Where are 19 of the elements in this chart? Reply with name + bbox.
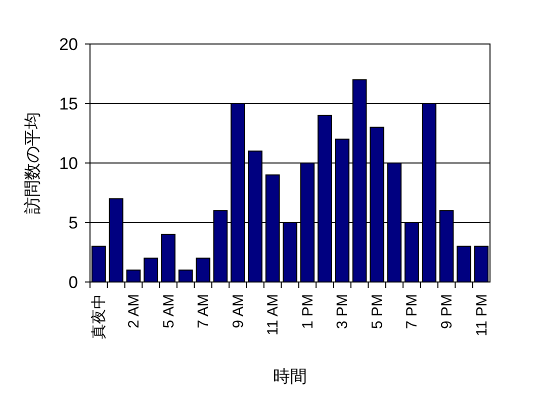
x-tick-label: 5 AM [160,294,178,328]
y-tick-label: 5 [68,214,78,232]
x-tick-label: 7 PM [404,294,421,330]
x-tick-label: 2 AM [125,294,142,328]
x-tick-label: 3 PM [334,294,352,330]
x-tick-label: 7 AM [195,294,212,328]
y-tick-label: 10 [59,154,78,173]
x-tick-label: 真夜中 [90,294,108,339]
x-axis-title: 時間 [273,367,307,386]
x-tick-label: 11 AM [264,294,282,336]
x-tick-label: 11 PM [473,294,490,336]
x-tick-label: 5 PM [368,294,386,330]
y-tick-label: 20 [59,35,78,54]
y-tick-label: 0 [68,273,78,292]
x-tick-label: 9 AM [230,294,247,328]
y-tick-label: 15 [59,94,78,114]
x-tick-label: 9 PM [438,294,456,330]
y-axis-title: 訪問数の平均 [23,112,42,214]
x-tick-label: 1 PM [299,294,316,330]
